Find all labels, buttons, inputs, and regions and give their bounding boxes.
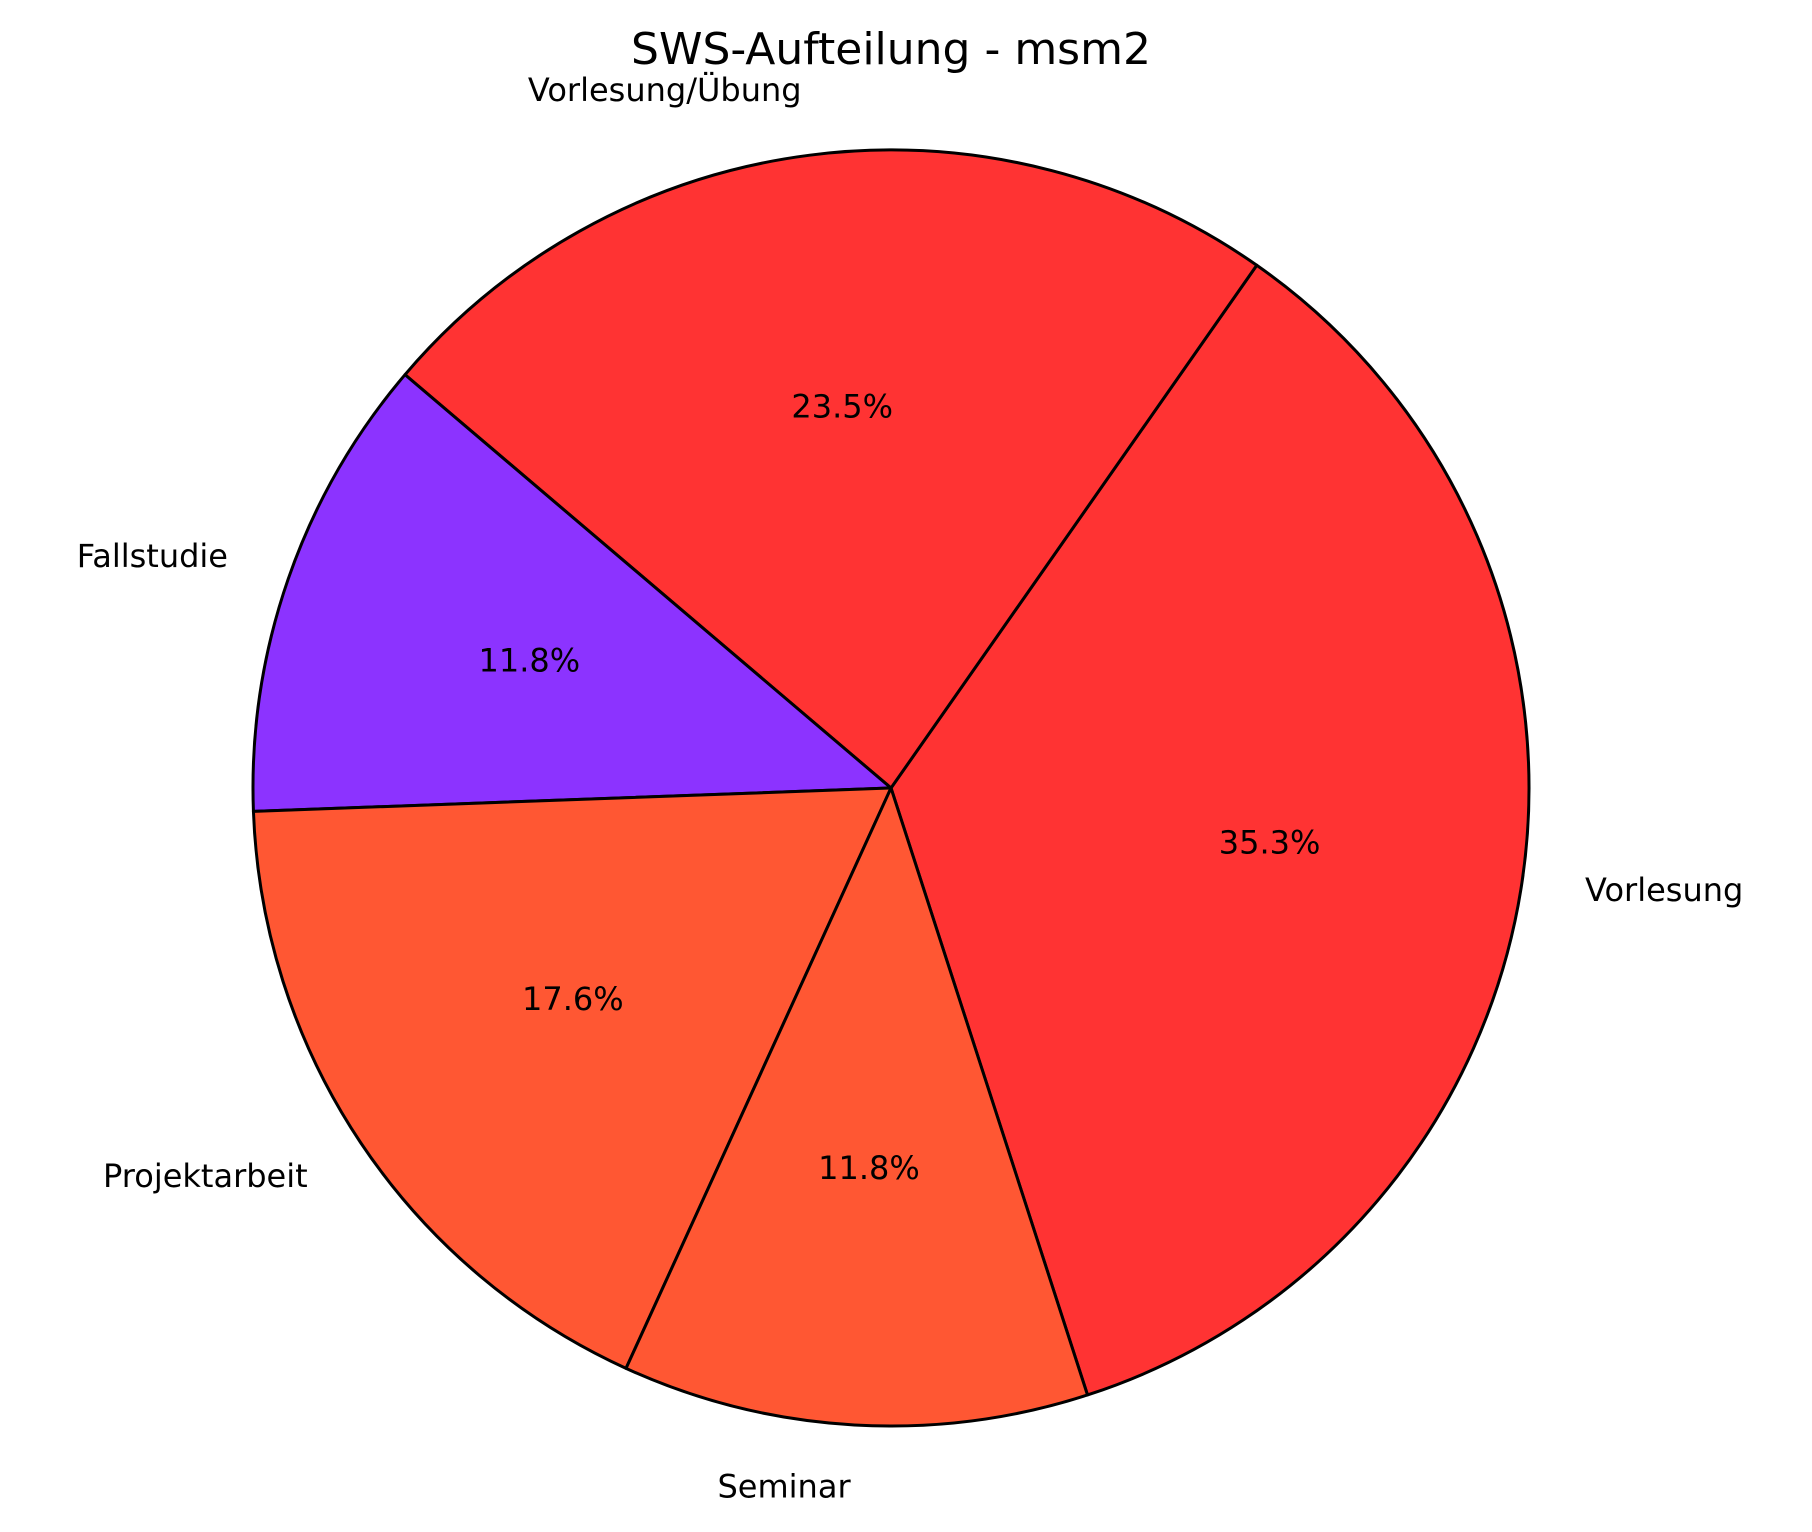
percent-label: 11.8%: [818, 1149, 920, 1187]
pie-slice: [403, 148, 1259, 790]
chart-title: SWS-Aufteilung - msm2: [631, 24, 1151, 75]
slice-label: Seminar: [717, 1468, 851, 1506]
pie-slice: [251, 786, 893, 1370]
pie-slice: [624, 786, 1090, 1428]
percent-label: 35.3%: [1219, 824, 1321, 862]
slice-label: Vorlesung/Übung: [528, 71, 802, 109]
percent-label: 23.5%: [791, 387, 893, 425]
slice-label: Projektarbeit: [103, 1157, 308, 1195]
pie-slice: [889, 263, 1531, 1397]
pie-slice: [251, 373, 893, 813]
slice-label: Fallstudie: [77, 537, 228, 575]
slice-label: Vorlesung: [1585, 871, 1743, 909]
percent-label: 11.8%: [479, 641, 581, 679]
percent-label: 17.6%: [522, 980, 624, 1018]
